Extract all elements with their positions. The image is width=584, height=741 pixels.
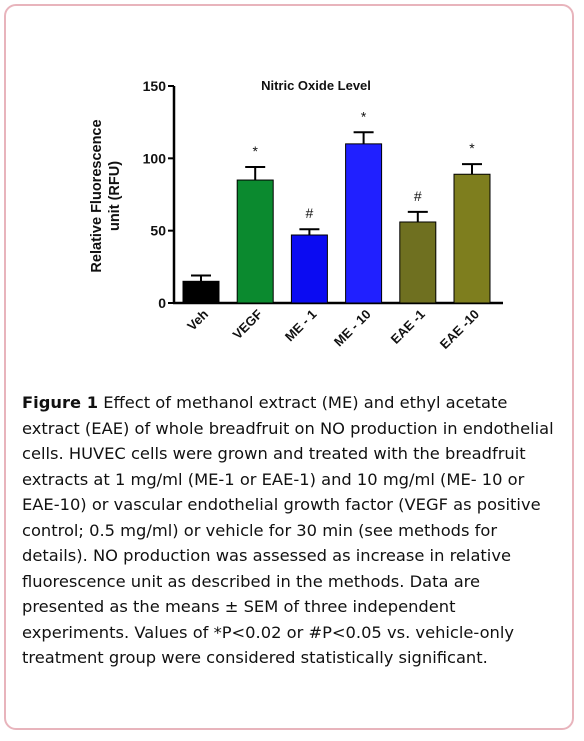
figure-caption: Figure 1 Effect of methanol extract (ME)…: [22, 390, 562, 671]
chart-title: Nitric Oxide Level: [261, 78, 371, 93]
bar-5: [453, 173, 491, 304]
bar-3: [345, 143, 383, 304]
caption-label: Figure 1: [22, 393, 99, 412]
y-tick-label-3: 150: [143, 78, 167, 94]
bar-0: [182, 280, 220, 304]
y-tick-label-1: 50: [150, 223, 166, 239]
x-tick-label-2: ME - 1: [282, 307, 320, 345]
caption-text: Effect of methanol extract (ME) and ethy…: [22, 393, 554, 667]
y-tick-label-0: 0: [158, 295, 166, 311]
bar-1: [236, 179, 274, 304]
y-axis-label: Relative Fluorescence unit (RFU): [89, 119, 123, 272]
bar-chart: Nitric Oxide Level Relative Fluorescence…: [89, 78, 503, 352]
y-axis-label-line-1: Relative Fluorescence: [89, 119, 105, 272]
figure-frame: [4, 4, 574, 730]
significance-marker-4: #: [414, 188, 422, 204]
y-tick-label-2: 100: [143, 150, 167, 166]
significance-marker-3: *: [361, 108, 367, 124]
y-axis-label-line-2: unit (RFU): [107, 161, 123, 231]
significance-marker-2: #: [306, 205, 314, 221]
x-tick-label-5: EAE -10: [437, 307, 482, 352]
significance-marker-5: *: [469, 140, 475, 156]
x-tick-label-1: VEGF: [230, 306, 266, 342]
x-tick-label-0: Veh: [184, 306, 211, 333]
x-tick-label-4: EAE -1: [388, 307, 428, 347]
plot-area: 0 50 100 150 Veh * VEGF # ME - 1 * ME - 10 # EAE -1 *…: [143, 78, 503, 352]
bar-2: [290, 234, 328, 304]
significance-marker-1: *: [252, 143, 258, 159]
bar-4: [399, 221, 437, 304]
x-tick-label-3: ME - 10: [331, 307, 374, 350]
